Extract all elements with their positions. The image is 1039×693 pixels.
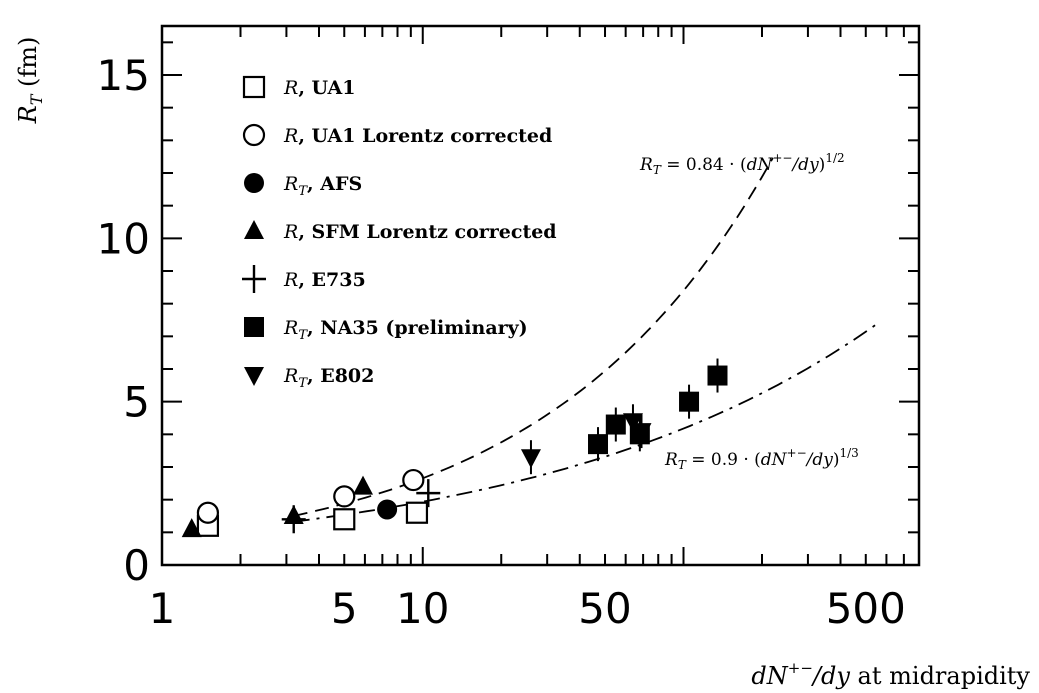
legend-marker <box>242 123 266 147</box>
data-point <box>377 499 398 520</box>
x-tick-label: 500 <box>826 584 906 633</box>
data-point <box>416 479 441 508</box>
legend-label: RT, AFS <box>283 173 362 199</box>
legend-marker <box>244 367 264 386</box>
fit-curve <box>293 320 882 523</box>
legend-marker <box>244 220 264 239</box>
data-point <box>707 365 728 386</box>
data-points <box>181 358 728 538</box>
x-tick-label: 10 <box>396 584 449 633</box>
data-point <box>196 501 220 524</box>
y-tick-label: 15 <box>97 51 150 100</box>
fit-label-sqrt: RT = 0.84 · (dN+−/dy)1/2 <box>639 151 845 177</box>
legend-label: R, E735 <box>283 269 366 291</box>
legend-marker <box>244 173 264 193</box>
x-axis-title: dN+−/dy at midrapidity <box>751 659 1030 690</box>
data-point <box>520 449 541 469</box>
data-point <box>405 501 429 524</box>
data-point <box>402 468 425 492</box>
x-tick-label: 1 <box>149 584 176 633</box>
data-point <box>605 414 626 435</box>
y-tick-label: 5 <box>123 378 150 427</box>
data-point <box>679 391 700 412</box>
legend: R, UA1 R, UA1 Lorentz corrected RT, AFS R, … <box>242 75 557 391</box>
data-point <box>333 485 356 508</box>
legend-label: RT, NA35 (preliminary) <box>283 317 528 343</box>
data-point <box>353 475 374 495</box>
legend-marker <box>242 265 266 293</box>
data-point <box>622 413 643 433</box>
data-point <box>588 434 609 455</box>
legend-label: RT, E802 <box>283 365 374 391</box>
legend-label: R, UA1 <box>283 77 356 99</box>
y-tick-label: 0 <box>123 541 150 590</box>
plot-frame <box>160 24 921 567</box>
legend-marker <box>242 75 266 99</box>
legend-label: R, SFM Lorentz corrected <box>283 221 557 243</box>
legend-marker <box>244 317 264 337</box>
x-tick-label: 5 <box>331 584 358 633</box>
legend-label: R, UA1 Lorentz corrected <box>283 125 552 147</box>
fit-label-cuberoot: RT = 0.9 · (dN+−/dy)1/3 <box>664 446 859 472</box>
y-tick-label: 10 <box>97 214 150 263</box>
data-point <box>281 505 306 534</box>
data-point <box>333 508 356 531</box>
data-point <box>631 423 652 443</box>
axis-ticks <box>162 26 920 566</box>
x-tick-label: 50 <box>578 584 631 633</box>
y-axis-title: RT (fm) <box>14 37 46 125</box>
fit-curves <box>293 157 882 523</box>
data-point <box>181 518 202 538</box>
fit-curve <box>293 157 774 517</box>
